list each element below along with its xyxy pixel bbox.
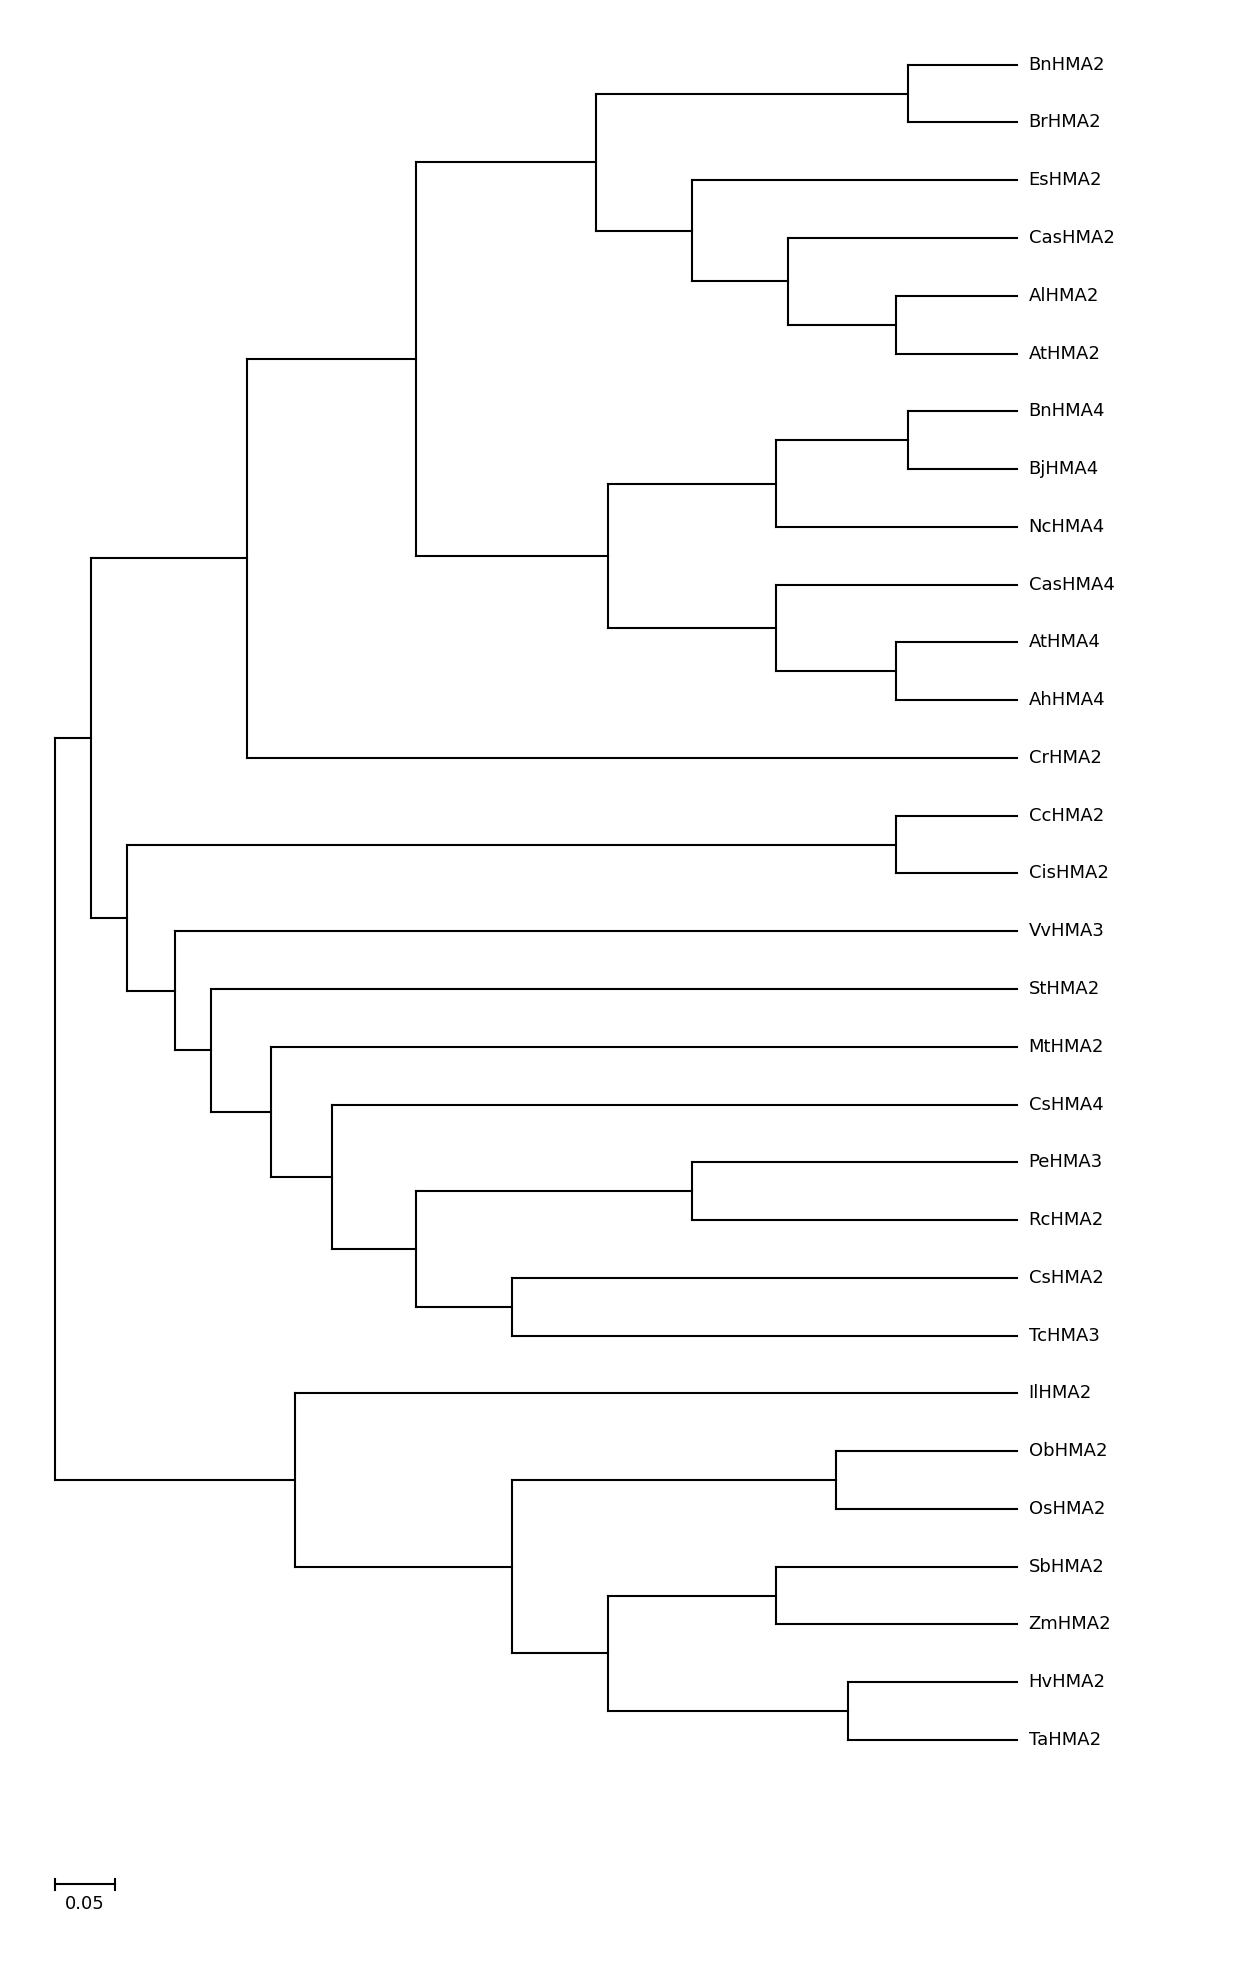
Text: BjHMA4: BjHMA4 <box>1029 461 1099 479</box>
Text: TcHMA3: TcHMA3 <box>1029 1327 1100 1345</box>
Text: ObHMA2: ObHMA2 <box>1029 1442 1107 1460</box>
Text: PeHMA3: PeHMA3 <box>1029 1153 1102 1171</box>
Text: CsHMA4: CsHMA4 <box>1029 1096 1104 1114</box>
Text: CcHMA2: CcHMA2 <box>1029 807 1104 825</box>
Text: OsHMA2: OsHMA2 <box>1029 1499 1105 1517</box>
Text: CasHMA2: CasHMA2 <box>1029 229 1115 247</box>
Text: IlHMA2: IlHMA2 <box>1029 1385 1092 1402</box>
Text: 0.05: 0.05 <box>66 1895 105 1913</box>
Text: BnHMA4: BnHMA4 <box>1029 402 1105 419</box>
Text: CrHMA2: CrHMA2 <box>1029 750 1101 767</box>
Text: CisHMA2: CisHMA2 <box>1029 864 1109 882</box>
Text: CsHMA2: CsHMA2 <box>1029 1268 1104 1288</box>
Text: RcHMA2: RcHMA2 <box>1029 1211 1104 1228</box>
Text: TaHMA2: TaHMA2 <box>1029 1731 1101 1749</box>
Text: BrHMA2: BrHMA2 <box>1029 113 1101 131</box>
Text: MtHMA2: MtHMA2 <box>1029 1038 1104 1056</box>
Text: ZmHMA2: ZmHMA2 <box>1029 1616 1111 1634</box>
Text: CasHMA4: CasHMA4 <box>1029 576 1115 593</box>
Text: NcHMA4: NcHMA4 <box>1029 518 1105 536</box>
Text: VvHMA3: VvHMA3 <box>1029 922 1105 940</box>
Text: HvHMA2: HvHMA2 <box>1029 1673 1106 1691</box>
Text: AtHMA4: AtHMA4 <box>1029 633 1101 651</box>
Text: AhHMA4: AhHMA4 <box>1029 690 1105 710</box>
Text: AlHMA2: AlHMA2 <box>1029 287 1099 305</box>
Text: StHMA2: StHMA2 <box>1029 979 1100 999</box>
Text: EsHMA2: EsHMA2 <box>1029 172 1102 190</box>
Text: AtHMA2: AtHMA2 <box>1029 344 1101 362</box>
Text: BnHMA2: BnHMA2 <box>1029 55 1105 73</box>
Text: SbHMA2: SbHMA2 <box>1029 1559 1105 1576</box>
